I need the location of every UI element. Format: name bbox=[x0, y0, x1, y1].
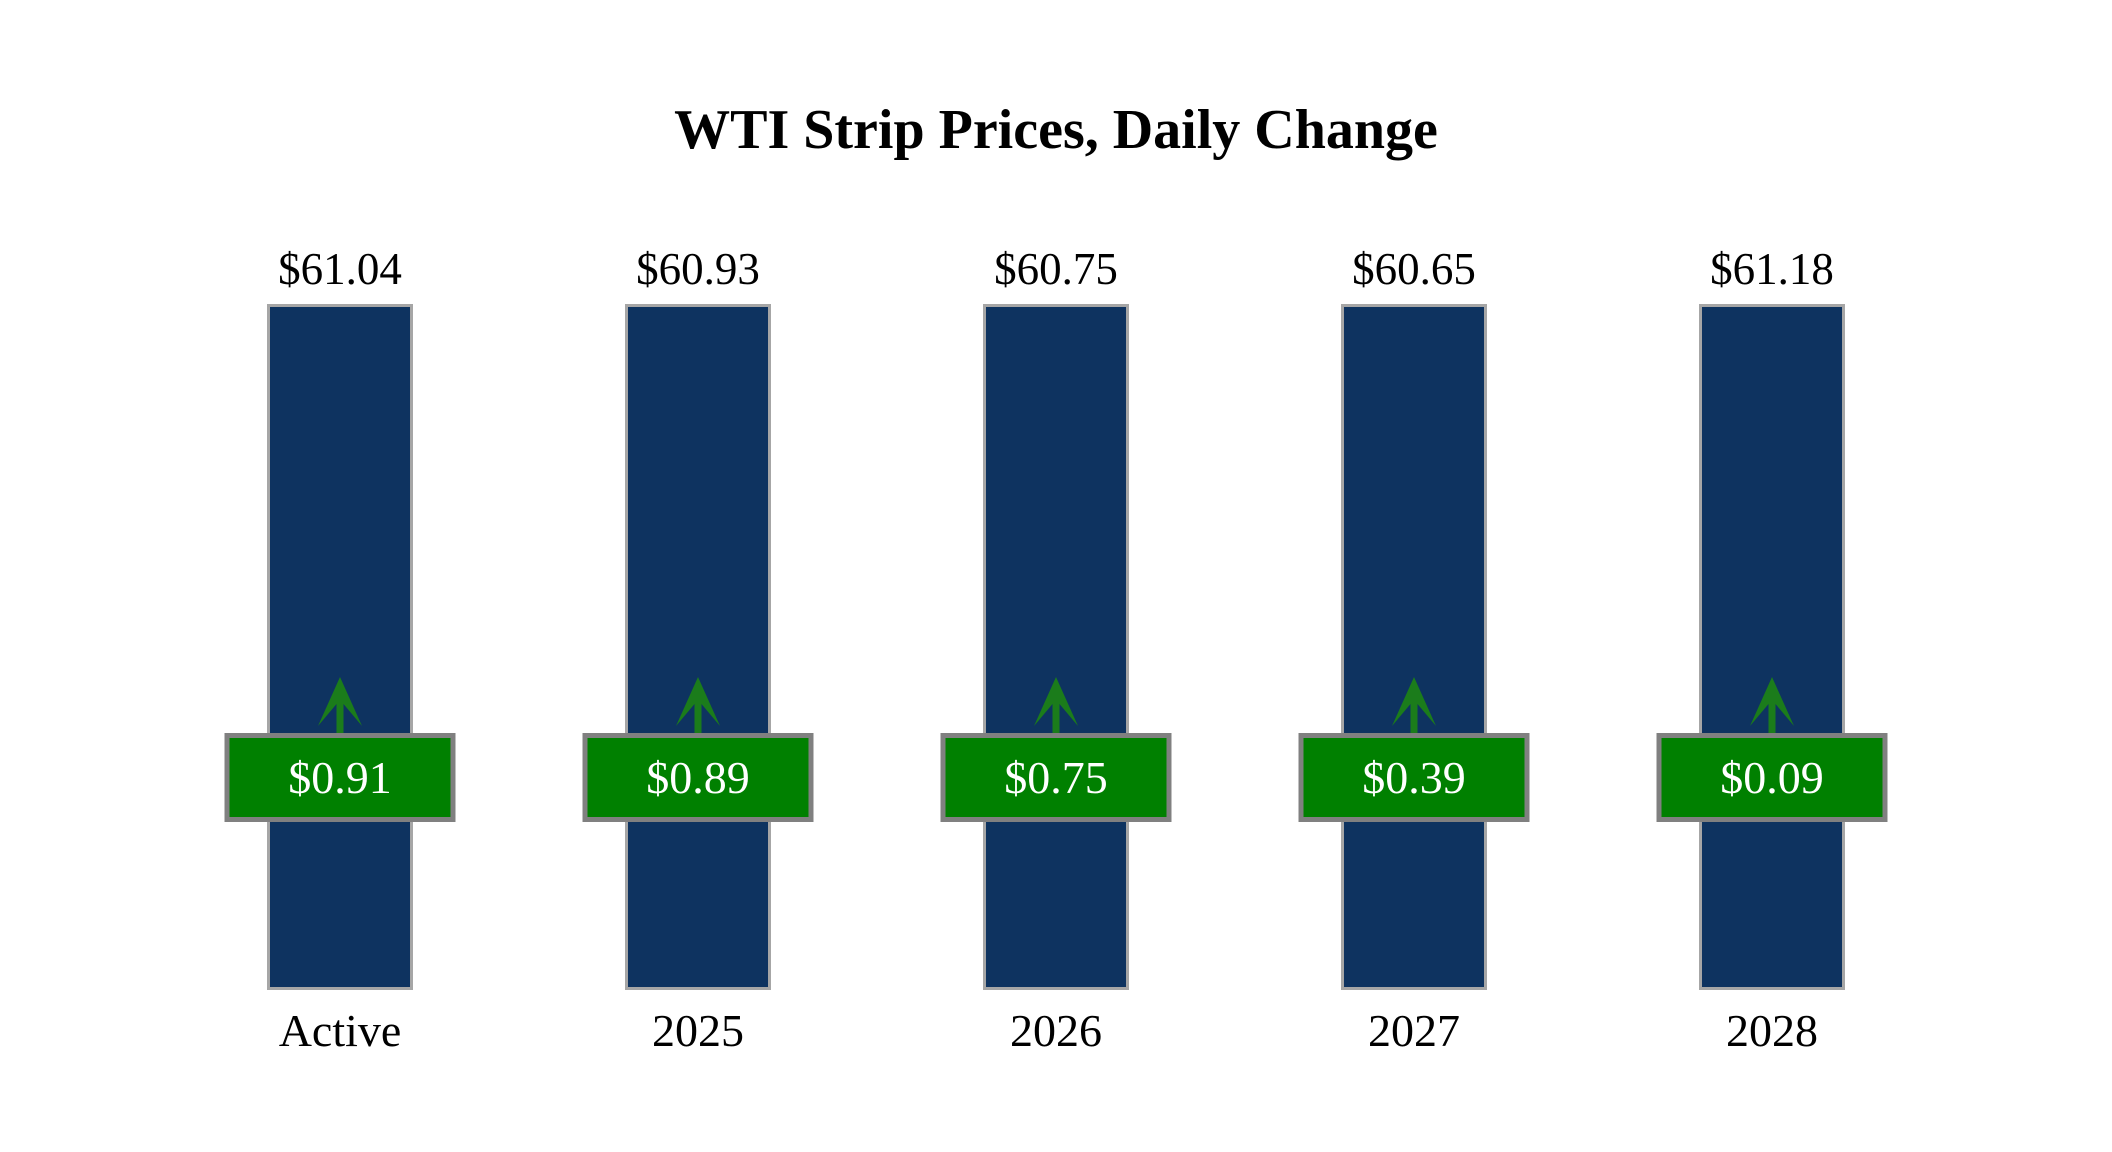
daily-change-value: $0.39 bbox=[1362, 751, 1466, 803]
bar-group-2025: $60.93 $0.89 2025 bbox=[582, 242, 814, 1056]
daily-change-badge: $0.75 bbox=[940, 733, 1172, 823]
category-label: 2025 bbox=[652, 1005, 744, 1057]
price-bar: $0.75 bbox=[940, 304, 1172, 991]
price-bar: $0.91 bbox=[224, 304, 456, 991]
daily-change-badge: $0.91 bbox=[224, 733, 456, 823]
up-arrow-icon bbox=[318, 677, 362, 734]
daily-change-value: $0.75 bbox=[1004, 751, 1108, 803]
price-bar: $0.09 bbox=[1656, 304, 1888, 991]
page-title: WTI Strip Prices, Daily Change bbox=[674, 99, 1438, 161]
strip-price-label: $60.65 bbox=[1352, 244, 1476, 295]
strip-price-label: $61.04 bbox=[278, 244, 402, 295]
up-arrow-icon bbox=[1392, 677, 1436, 734]
bar-group-2027: $60.65 $0.39 2027 bbox=[1298, 242, 1530, 1056]
strip-price-chart: $61.04 $0.91 Active $60.93 $0.89 2025 $6… bbox=[0, 242, 2112, 1056]
price-bar: $0.39 bbox=[1298, 304, 1530, 991]
strip-price-label: $61.18 bbox=[1710, 244, 1834, 295]
bar-group-active: $61.04 $0.91 Active bbox=[224, 242, 456, 1056]
bar-group-2028: $61.18 $0.09 2028 bbox=[1656, 242, 1888, 1056]
strip-price-label: $60.93 bbox=[636, 244, 760, 295]
up-arrow-icon bbox=[1750, 677, 1794, 734]
daily-change-badge: $0.89 bbox=[582, 733, 814, 823]
daily-change-value: $0.91 bbox=[288, 751, 392, 803]
daily-change-badge: $0.09 bbox=[1656, 733, 1888, 823]
category-label: Active bbox=[278, 1005, 402, 1057]
daily-change-value: $0.09 bbox=[1720, 751, 1824, 803]
up-arrow-icon bbox=[1034, 677, 1078, 734]
daily-change-badge: $0.39 bbox=[1298, 733, 1530, 823]
strip-price-label: $60.75 bbox=[994, 244, 1118, 295]
daily-change-value: $0.89 bbox=[646, 751, 750, 803]
price-bar: $0.89 bbox=[582, 304, 814, 991]
category-label: 2027 bbox=[1368, 1005, 1460, 1057]
up-arrow-icon bbox=[676, 677, 720, 734]
bar-group-2026: $60.75 $0.75 2026 bbox=[940, 242, 1172, 1056]
category-label: 2026 bbox=[1010, 1005, 1102, 1057]
category-label: 2028 bbox=[1726, 1005, 1818, 1057]
